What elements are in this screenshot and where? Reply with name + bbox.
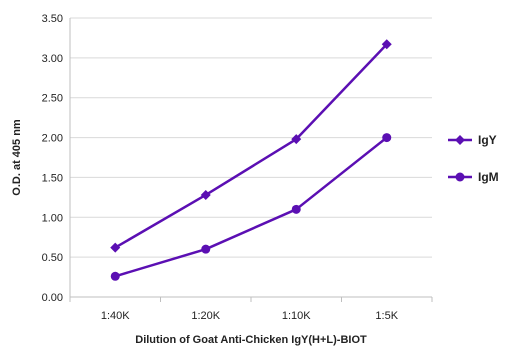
x-tick-label: 1:40K bbox=[101, 310, 130, 322]
data-point bbox=[291, 134, 302, 145]
data-point bbox=[110, 242, 121, 253]
y-tick-label: 3.00 bbox=[42, 53, 63, 65]
data-point bbox=[201, 244, 211, 254]
data-point bbox=[291, 204, 301, 214]
data-point bbox=[110, 271, 120, 281]
axes: 0.00 0.50 1.00 1.50 2.00 2.50 3.00 3.50 1:40K 1:2… bbox=[42, 13, 433, 322]
y-axis-title: O.D. at 405 nm bbox=[11, 119, 23, 196]
data-point bbox=[381, 39, 392, 50]
legend-label: IgM bbox=[478, 170, 499, 184]
gridlines bbox=[70, 17, 432, 258]
y-tick-label: 2.00 bbox=[42, 133, 63, 145]
series bbox=[110, 39, 392, 281]
data-point bbox=[200, 189, 211, 200]
series-line bbox=[114, 43, 388, 249]
y-tick-label: 1.50 bbox=[42, 172, 63, 184]
y-tick-label: 1.00 bbox=[42, 212, 63, 224]
y-tick-label: 2.50 bbox=[42, 93, 63, 105]
series-igm bbox=[110, 133, 392, 281]
y-tick-label: 0.00 bbox=[42, 292, 63, 304]
x-axis-title: Dilution of Goat Anti-Chicken IgY(H+L)-B… bbox=[135, 334, 367, 346]
x-tick-label: 1:5K bbox=[375, 310, 398, 322]
legend: IgY IgM bbox=[448, 133, 499, 184]
data-point bbox=[382, 133, 392, 143]
legend-marker bbox=[455, 172, 465, 182]
x-tick-label: 1:10K bbox=[282, 310, 311, 322]
x-tick-label: 1:20K bbox=[191, 310, 220, 322]
series-igy bbox=[110, 39, 392, 253]
series-line bbox=[114, 136, 388, 278]
legend-item-igm: IgM bbox=[448, 170, 499, 184]
y-tick-label: 0.50 bbox=[42, 252, 63, 264]
legend-label: IgY bbox=[478, 133, 497, 147]
legend-marker bbox=[455, 135, 465, 145]
y-tick-label: 3.50 bbox=[42, 13, 63, 25]
legend-item-igy: IgY bbox=[448, 133, 497, 147]
